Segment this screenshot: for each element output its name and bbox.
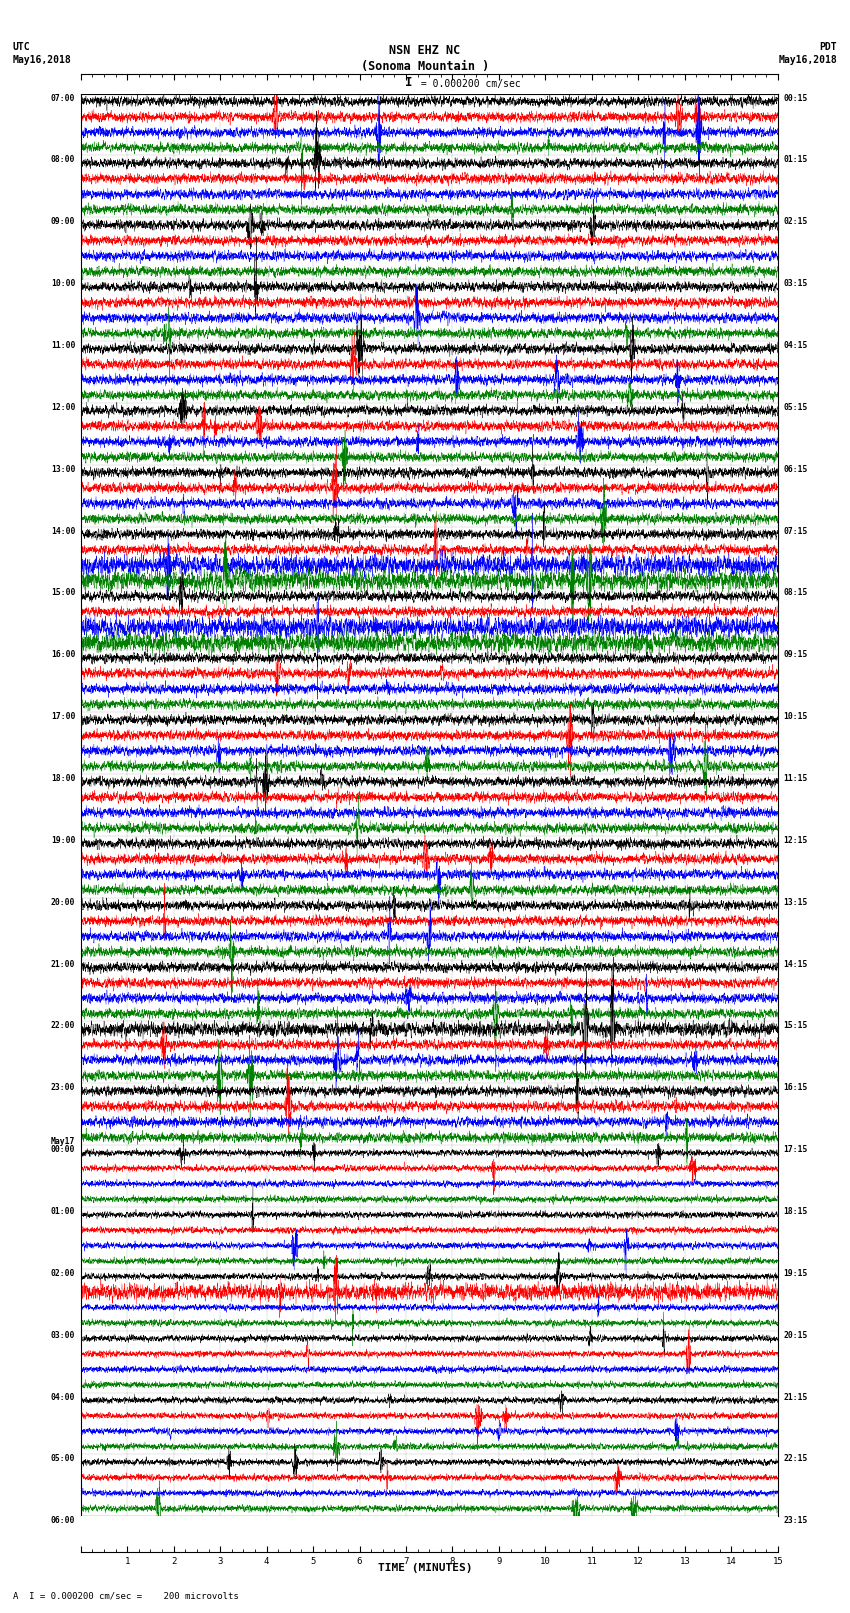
Text: 19:15: 19:15 (784, 1269, 808, 1277)
Text: 12:00: 12:00 (51, 403, 75, 411)
Text: 23:15: 23:15 (784, 1516, 808, 1526)
Text: 18:15: 18:15 (784, 1207, 808, 1216)
Text: = 0.000200 cm/sec: = 0.000200 cm/sec (415, 79, 520, 89)
Text: 21:00: 21:00 (51, 960, 75, 968)
Text: UTC: UTC (13, 42, 31, 52)
Text: 10:15: 10:15 (784, 711, 808, 721)
Text: 20:00: 20:00 (51, 898, 75, 907)
Text: NSN EHZ NC: NSN EHZ NC (389, 44, 461, 56)
Text: May16,2018: May16,2018 (779, 55, 837, 65)
Text: 00:00: 00:00 (51, 1145, 75, 1153)
Text: 11:15: 11:15 (784, 774, 808, 782)
Text: 03:00: 03:00 (51, 1331, 75, 1340)
Text: 08:15: 08:15 (784, 589, 808, 597)
Text: 01:15: 01:15 (784, 155, 808, 165)
Text: 23:00: 23:00 (51, 1084, 75, 1092)
Text: 13:00: 13:00 (51, 465, 75, 474)
Text: A  I = 0.000200 cm/sec =    200 microvolts: A I = 0.000200 cm/sec = 200 microvolts (13, 1590, 239, 1600)
Text: 09:00: 09:00 (51, 218, 75, 226)
Text: 14:00: 14:00 (51, 526, 75, 536)
Text: 20:15: 20:15 (784, 1331, 808, 1340)
Text: 02:00: 02:00 (51, 1269, 75, 1277)
Text: 06:00: 06:00 (51, 1516, 75, 1526)
Text: 04:00: 04:00 (51, 1392, 75, 1402)
Text: 13:15: 13:15 (784, 898, 808, 907)
Text: 09:15: 09:15 (784, 650, 808, 660)
Text: 05:00: 05:00 (51, 1455, 75, 1463)
Text: 07:00: 07:00 (51, 94, 75, 103)
Text: May17: May17 (51, 1137, 75, 1145)
Text: 16:15: 16:15 (784, 1084, 808, 1092)
Text: 15:00: 15:00 (51, 589, 75, 597)
Text: 07:15: 07:15 (784, 526, 808, 536)
Text: 17:15: 17:15 (784, 1145, 808, 1153)
Text: 19:00: 19:00 (51, 836, 75, 845)
Text: (Sonoma Mountain ): (Sonoma Mountain ) (361, 60, 489, 73)
Text: 22:15: 22:15 (784, 1455, 808, 1463)
Text: 01:00: 01:00 (51, 1207, 75, 1216)
Text: 12:15: 12:15 (784, 836, 808, 845)
Text: May16,2018: May16,2018 (13, 55, 71, 65)
Text: 21:15: 21:15 (784, 1392, 808, 1402)
Text: 04:15: 04:15 (784, 340, 808, 350)
Text: 00:15: 00:15 (784, 94, 808, 103)
Text: 03:15: 03:15 (784, 279, 808, 289)
Text: 08:00: 08:00 (51, 155, 75, 165)
Text: 16:00: 16:00 (51, 650, 75, 660)
Text: 06:15: 06:15 (784, 465, 808, 474)
Text: 15:15: 15:15 (784, 1021, 808, 1031)
Text: 05:15: 05:15 (784, 403, 808, 411)
Text: 17:00: 17:00 (51, 711, 75, 721)
Text: TIME (MINUTES): TIME (MINUTES) (377, 1563, 473, 1573)
Text: I: I (405, 76, 412, 89)
Text: 10:00: 10:00 (51, 279, 75, 289)
Text: 18:00: 18:00 (51, 774, 75, 782)
Text: 11:00: 11:00 (51, 340, 75, 350)
Text: 22:00: 22:00 (51, 1021, 75, 1031)
Text: 14:15: 14:15 (784, 960, 808, 968)
Text: 02:15: 02:15 (784, 218, 808, 226)
Text: PDT: PDT (819, 42, 837, 52)
